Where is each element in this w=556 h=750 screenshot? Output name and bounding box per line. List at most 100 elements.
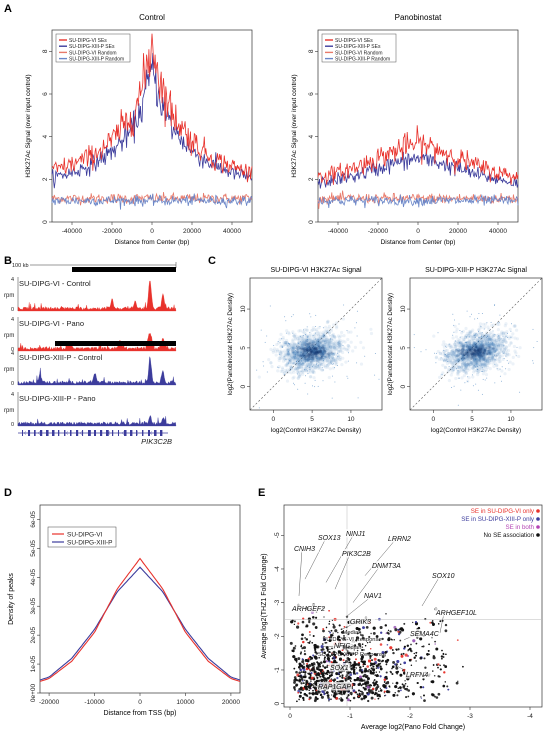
density-point xyxy=(291,330,295,334)
density-cloud xyxy=(256,304,380,409)
density-point xyxy=(501,331,505,335)
core-point xyxy=(482,351,485,355)
density-point xyxy=(310,350,314,355)
density-point xyxy=(496,328,500,332)
density-point xyxy=(309,375,313,379)
density-point xyxy=(332,343,337,347)
core-point xyxy=(308,341,312,345)
density-point xyxy=(305,346,309,350)
outlier-point xyxy=(260,329,262,331)
density-point xyxy=(438,351,442,355)
data-point xyxy=(293,687,296,690)
data-point xyxy=(303,652,307,656)
density-point xyxy=(308,350,312,354)
density-point xyxy=(288,361,292,365)
density-point xyxy=(316,348,320,353)
core-point xyxy=(317,344,320,348)
core-point xyxy=(481,344,485,348)
density-point xyxy=(277,356,281,360)
density-point xyxy=(317,333,321,338)
density-point xyxy=(346,337,350,342)
density-point xyxy=(324,325,328,329)
data-point xyxy=(410,643,412,646)
density-point xyxy=(274,353,278,357)
density-point xyxy=(438,375,442,379)
density-point xyxy=(297,335,302,339)
data-point xyxy=(300,682,303,685)
density-point xyxy=(325,356,329,360)
density-point xyxy=(328,346,332,350)
density-point xyxy=(296,352,300,356)
density-point xyxy=(454,376,458,381)
outlier-point xyxy=(474,336,476,338)
density-point xyxy=(328,345,332,350)
data-point xyxy=(362,692,364,694)
strand-arrow xyxy=(121,431,125,435)
exon xyxy=(76,430,79,436)
density-line-1 xyxy=(39,557,241,682)
data-point xyxy=(412,639,416,643)
panel-label-b: B xyxy=(4,255,12,267)
data-point xyxy=(427,649,430,652)
data-point xyxy=(301,633,304,637)
density-point xyxy=(305,328,309,332)
density-point xyxy=(302,341,307,345)
outlier-point xyxy=(314,379,316,381)
density-point xyxy=(330,355,335,360)
data-point xyxy=(332,632,334,634)
density-point xyxy=(337,355,341,359)
density-point xyxy=(302,352,306,356)
density-point xyxy=(300,343,304,347)
y-tick-label: -4 xyxy=(274,566,281,572)
data-point xyxy=(379,625,383,630)
data-point xyxy=(307,672,309,675)
legend-box xyxy=(321,33,397,63)
core-point xyxy=(462,356,465,360)
density-point xyxy=(316,348,320,352)
data-point xyxy=(338,624,341,627)
density-point xyxy=(506,349,511,353)
density-point xyxy=(325,337,329,341)
data-point xyxy=(392,682,394,684)
data-point xyxy=(313,699,317,703)
data-point xyxy=(376,683,379,686)
density-point xyxy=(509,341,513,345)
density-point xyxy=(304,354,308,358)
outlier-point xyxy=(288,351,289,353)
y-tick-label: 0 xyxy=(308,220,315,224)
density-point xyxy=(507,353,511,357)
data-point xyxy=(308,620,311,624)
outlier-point xyxy=(321,367,323,369)
density-point xyxy=(462,337,466,341)
data-point xyxy=(419,656,423,660)
data-point xyxy=(364,644,367,647)
outlier-point xyxy=(453,385,455,387)
outlier-point xyxy=(474,334,476,336)
data-point xyxy=(300,671,303,673)
density-point xyxy=(279,345,283,349)
outlier-point xyxy=(461,331,463,333)
data-point xyxy=(314,648,317,651)
data-point xyxy=(294,645,297,647)
outlier-point xyxy=(448,366,450,368)
data-point xyxy=(437,663,440,666)
density-point xyxy=(461,361,465,365)
density-point xyxy=(302,347,306,351)
exon xyxy=(100,430,103,436)
data-point xyxy=(331,694,333,696)
outlier-point xyxy=(505,368,507,370)
density-point xyxy=(342,334,346,338)
density-point xyxy=(297,353,301,357)
core-point xyxy=(306,346,309,350)
density-point xyxy=(481,322,485,326)
density-point xyxy=(295,361,299,365)
core-point xyxy=(320,356,324,359)
density-point xyxy=(321,335,325,339)
density-point xyxy=(327,341,331,346)
density-point xyxy=(318,341,323,345)
core-point xyxy=(476,348,479,352)
density-point xyxy=(340,330,344,335)
density-point xyxy=(326,360,330,364)
density-point xyxy=(301,356,305,361)
